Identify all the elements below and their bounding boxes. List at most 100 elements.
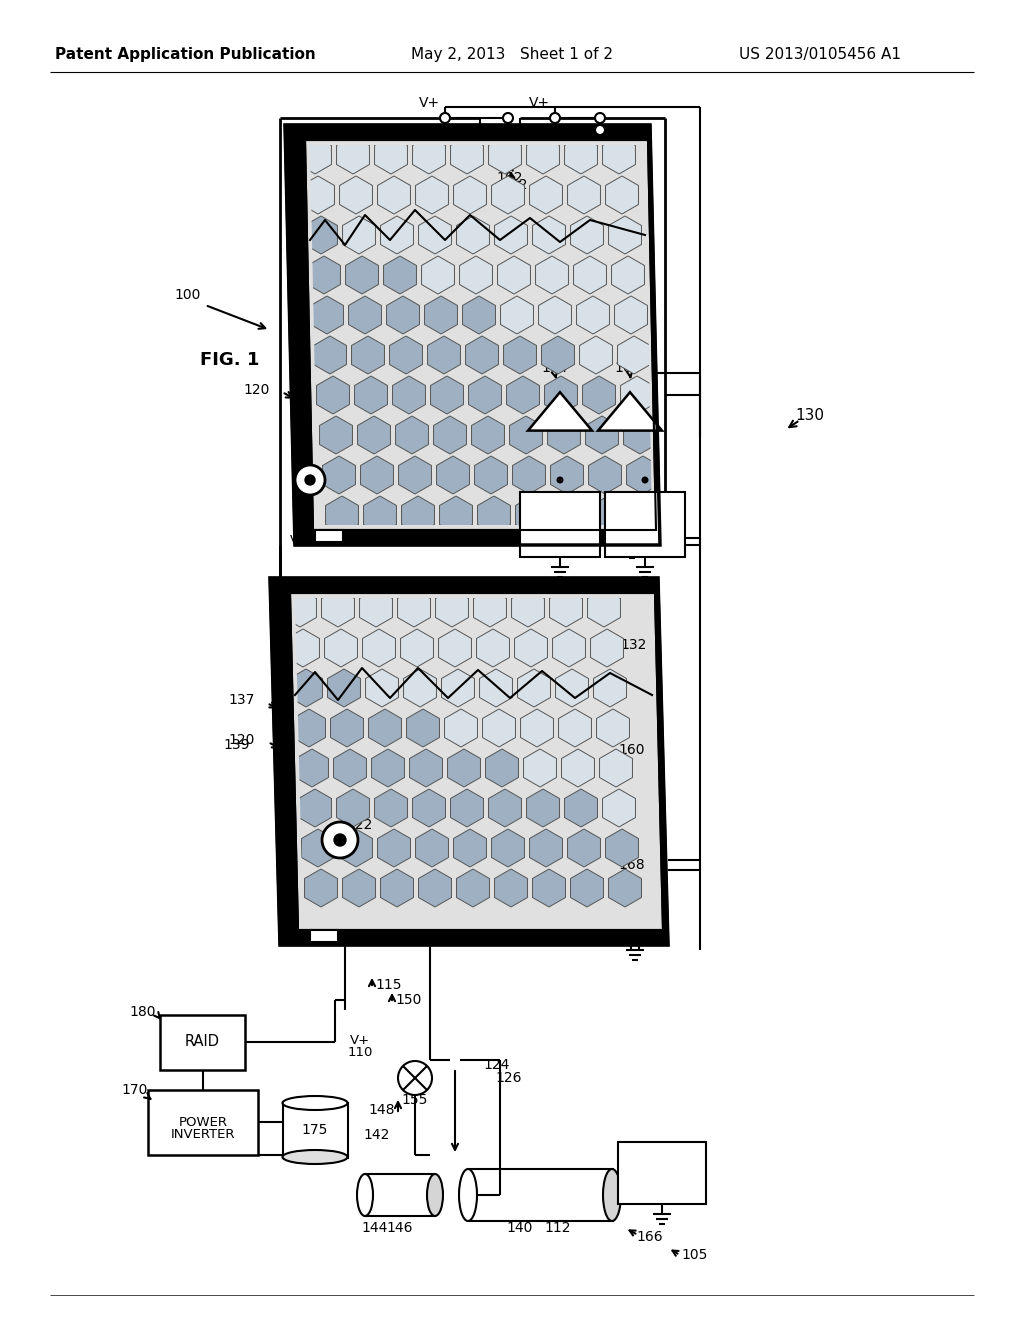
Polygon shape: [586, 416, 618, 454]
Text: 132: 132: [620, 638, 646, 652]
Polygon shape: [366, 669, 398, 708]
Circle shape: [398, 1061, 432, 1096]
Text: VOLTAGE: VOLTAGE: [536, 525, 585, 535]
Text: 110: 110: [347, 1047, 373, 1060]
Polygon shape: [539, 296, 571, 334]
Polygon shape: [334, 748, 367, 787]
Polygon shape: [528, 392, 592, 430]
Polygon shape: [567, 829, 600, 867]
Text: 148: 148: [369, 1104, 395, 1117]
Polygon shape: [381, 869, 414, 907]
Text: 112: 112: [545, 1221, 571, 1236]
Polygon shape: [592, 496, 625, 535]
Polygon shape: [482, 709, 515, 747]
Polygon shape: [558, 709, 592, 747]
Text: VOLTAGE: VOLTAGE: [637, 1173, 687, 1184]
Polygon shape: [357, 416, 390, 454]
Polygon shape: [430, 376, 464, 414]
Polygon shape: [304, 216, 338, 253]
Polygon shape: [340, 829, 373, 867]
Polygon shape: [526, 789, 559, 828]
Polygon shape: [386, 296, 420, 334]
Polygon shape: [507, 376, 540, 414]
Bar: [618, 1142, 706, 1204]
Text: 130: 130: [796, 408, 824, 422]
Polygon shape: [378, 176, 411, 214]
Polygon shape: [602, 136, 636, 174]
Polygon shape: [605, 829, 638, 867]
Polygon shape: [360, 455, 393, 494]
Polygon shape: [553, 630, 586, 667]
Text: 105: 105: [682, 1247, 709, 1262]
Text: Patent Application Publication: Patent Application Publication: [54, 48, 315, 62]
Circle shape: [322, 822, 358, 858]
Text: +: +: [632, 413, 641, 422]
Text: US 2013/0105456 A1: US 2013/0105456 A1: [739, 48, 901, 62]
Bar: [160, 1015, 245, 1071]
Polygon shape: [389, 337, 423, 374]
Polygon shape: [328, 669, 360, 708]
Polygon shape: [325, 630, 357, 667]
Polygon shape: [564, 136, 597, 174]
Text: 120: 120: [244, 383, 270, 397]
Polygon shape: [597, 709, 630, 747]
Text: 137: 137: [228, 693, 255, 708]
Polygon shape: [548, 416, 581, 454]
Polygon shape: [354, 376, 387, 414]
Text: POWER: POWER: [178, 1115, 227, 1129]
Polygon shape: [529, 829, 562, 867]
Text: 139: 139: [223, 738, 250, 752]
Polygon shape: [305, 140, 656, 531]
Text: 124: 124: [483, 1059, 509, 1072]
Polygon shape: [435, 589, 468, 627]
Ellipse shape: [603, 1170, 621, 1221]
Polygon shape: [413, 136, 445, 174]
Polygon shape: [351, 337, 384, 374]
Polygon shape: [422, 256, 455, 294]
Circle shape: [595, 114, 605, 123]
Bar: [520, 492, 600, 557]
Polygon shape: [340, 176, 373, 214]
Polygon shape: [304, 869, 338, 907]
Polygon shape: [369, 709, 401, 747]
Polygon shape: [285, 125, 660, 545]
Bar: [310, 931, 338, 942]
Polygon shape: [364, 496, 396, 535]
Text: 162: 162: [502, 178, 528, 191]
Text: 164: 164: [614, 360, 641, 375]
Polygon shape: [495, 216, 527, 253]
Polygon shape: [454, 176, 486, 214]
Text: REFERENCE: REFERENCE: [612, 510, 678, 519]
Polygon shape: [554, 496, 587, 535]
Polygon shape: [598, 392, 662, 430]
Text: 150: 150: [395, 993, 421, 1007]
Polygon shape: [428, 337, 461, 374]
Polygon shape: [284, 589, 316, 627]
Polygon shape: [577, 296, 609, 334]
Polygon shape: [316, 376, 349, 414]
Text: 146: 146: [387, 1221, 414, 1236]
Polygon shape: [372, 748, 404, 787]
Polygon shape: [419, 216, 452, 253]
Text: V+: V+: [280, 936, 299, 949]
Polygon shape: [630, 496, 663, 535]
Polygon shape: [517, 669, 551, 708]
Polygon shape: [529, 176, 562, 214]
Polygon shape: [326, 496, 358, 535]
Circle shape: [556, 477, 563, 483]
Polygon shape: [589, 455, 622, 494]
Polygon shape: [605, 176, 638, 214]
Text: 180: 180: [130, 1005, 157, 1019]
Text: 170: 170: [122, 1082, 148, 1097]
Polygon shape: [474, 455, 508, 494]
Polygon shape: [345, 256, 379, 294]
Text: 164: 164: [542, 360, 568, 375]
Text: 135: 135: [620, 583, 646, 597]
Polygon shape: [398, 455, 431, 494]
Polygon shape: [614, 296, 647, 334]
Text: RAID: RAID: [184, 1035, 219, 1049]
Polygon shape: [419, 869, 452, 907]
Text: 160: 160: [618, 743, 644, 756]
Bar: [605, 492, 685, 557]
Polygon shape: [270, 578, 668, 945]
